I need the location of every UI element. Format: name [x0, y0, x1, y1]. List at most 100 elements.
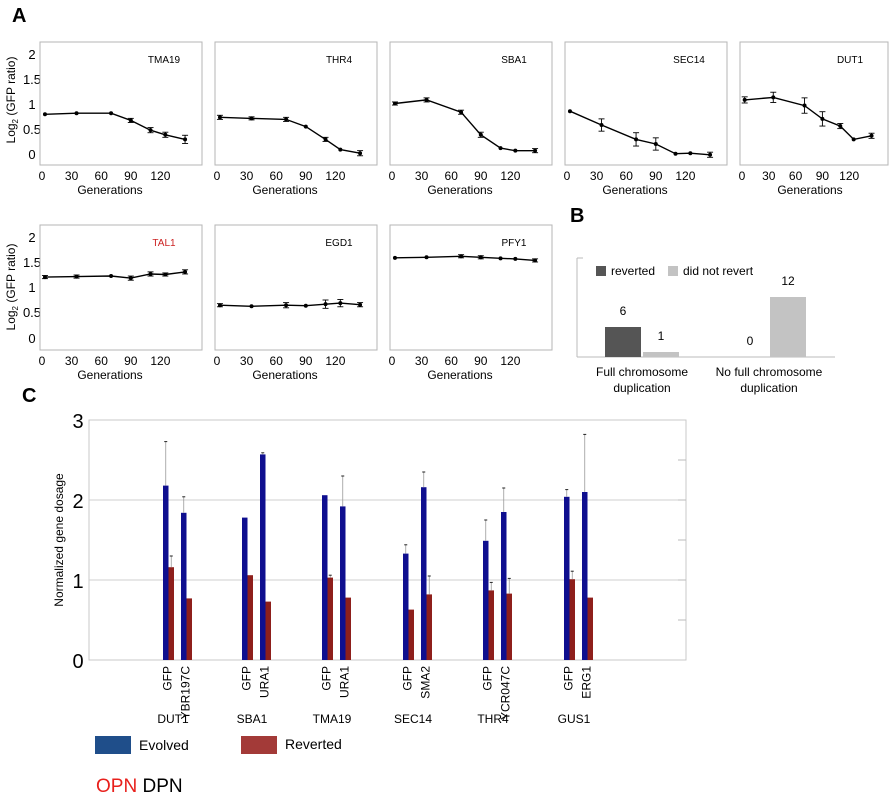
plot-title: SBA1	[501, 55, 527, 66]
panel-a-ylabel-row1: Log2 (GFP ratio)	[4, 57, 20, 144]
data-point	[392, 255, 397, 260]
xtick-label: 120	[839, 169, 859, 183]
x-axis-label: Generations	[252, 368, 317, 382]
xtick-label: 60	[445, 354, 459, 368]
data-point	[217, 115, 222, 120]
gene-label: GFP	[320, 666, 334, 691]
data-point	[802, 103, 807, 108]
data-point	[567, 109, 572, 114]
bar-reverted	[506, 593, 512, 660]
panel-b-bar-chart: reverted did not revert 6 1 Full chromosome d…	[576, 257, 835, 395]
data-point	[109, 274, 114, 279]
data-point	[183, 269, 188, 274]
data-point	[303, 124, 308, 129]
xtick-label: 90	[299, 169, 313, 183]
xtick-label: 90	[649, 169, 663, 183]
xtick-label: 0	[389, 354, 396, 368]
xtick-label: 0	[214, 354, 221, 368]
bar-evolved	[181, 512, 187, 660]
data-point	[163, 132, 168, 137]
bar-reverted	[327, 577, 333, 660]
data-point	[424, 97, 429, 102]
plot-title: EGD1	[325, 238, 353, 249]
data-point	[513, 256, 518, 261]
legend-swatch-reverted	[596, 266, 606, 276]
bar-reverted	[587, 597, 593, 660]
xtick-label: 0	[564, 169, 571, 183]
x-axis-label: Generations	[77, 183, 142, 197]
xtick-label: 0	[214, 169, 221, 183]
plot-title: TMA19	[148, 55, 181, 66]
data-point	[634, 137, 639, 142]
ytick-label: 1	[28, 97, 35, 112]
data-point	[533, 258, 538, 263]
data-point	[74, 111, 79, 116]
plot-frame	[389, 224, 553, 351]
line-plot-sba1: SBA1 0 30 60 90 120 Generations	[389, 41, 553, 197]
ytick-label: 0	[72, 651, 83, 673]
data-point	[284, 117, 289, 122]
category-label: No full chromosome	[716, 365, 823, 379]
data-point	[128, 118, 133, 123]
data-point	[249, 116, 254, 121]
bar-evolved	[163, 485, 169, 660]
data-point	[498, 146, 503, 151]
data-point	[851, 137, 856, 142]
x-axis-label: Generations	[602, 183, 667, 197]
data-point	[533, 148, 538, 153]
line-plot-sec14: SEC14 0 30 60 90 120 Generations	[564, 41, 728, 197]
group-label: SEC14	[394, 712, 432, 726]
legend-label-reverted: Reverted	[285, 736, 342, 752]
legend-label-evolved: Evolved	[139, 737, 189, 753]
data-point	[478, 255, 483, 260]
gene-label: GFP	[161, 666, 175, 691]
data-point	[148, 128, 153, 133]
legend-label-did-not-revert: did not revert	[683, 264, 754, 278]
data-point	[820, 116, 825, 121]
y-axis-label: Normalized gene dosage	[52, 473, 66, 607]
ytick-label: 1.5	[23, 72, 41, 87]
plot-frame	[214, 224, 378, 351]
xtick-label: 60	[620, 169, 634, 183]
data-point	[673, 151, 678, 156]
data-point	[249, 304, 254, 309]
xtick-label: 0	[739, 169, 746, 183]
x-axis-label: Generations	[777, 183, 842, 197]
plot-frame	[39, 41, 203, 166]
x-axis-label: Generations	[427, 183, 492, 197]
bar-evolved	[582, 492, 588, 660]
bar-reverted	[345, 597, 351, 660]
data-point	[358, 151, 363, 156]
gene-label: YBR197C	[179, 666, 193, 720]
data-point	[869, 133, 874, 138]
data-point	[513, 148, 518, 153]
data-point	[392, 101, 397, 106]
xtick-label: 30	[590, 169, 604, 183]
group-label: TMA19	[313, 712, 352, 726]
plot-title: PFY1	[501, 238, 526, 249]
line-plot-egd1: EGD1 0 30 60 90 120 Generations	[214, 224, 378, 382]
ytick-label: 3	[72, 411, 83, 433]
category-label: Full chromosome	[596, 365, 688, 379]
xtick-label: 120	[325, 169, 345, 183]
bar-group-sec14: GFP SMA2 SEC14	[394, 471, 433, 726]
data-point	[599, 123, 604, 128]
bar-did-not-revert	[643, 352, 679, 357]
panel-a-row1-ylabel: Log2 (GFP ratio)	[4, 57, 20, 144]
bar-evolved	[403, 553, 409, 660]
plot-frame	[88, 419, 687, 661]
bar-reverted	[408, 609, 414, 660]
legend-swatch-reverted	[241, 736, 277, 754]
bar-group-gus1: GFP ERG1 GUS1	[558, 433, 594, 726]
gene-label: GFP	[401, 666, 415, 691]
data-point	[708, 152, 713, 157]
data-point	[42, 275, 47, 280]
data-point	[148, 271, 153, 276]
gene-label: SMA2	[419, 666, 433, 699]
data-point	[42, 112, 47, 117]
data-point	[109, 111, 114, 116]
xtick-label: 120	[150, 354, 170, 368]
